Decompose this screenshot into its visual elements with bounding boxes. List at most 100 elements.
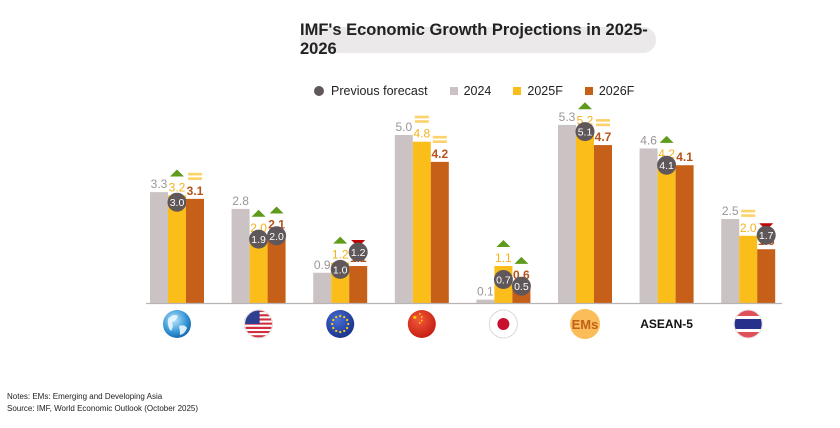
legend-label-2025f: 2025F bbox=[527, 84, 563, 98]
revised-up-icon bbox=[496, 240, 511, 248]
bar-ems-2026f bbox=[594, 145, 612, 303]
previous-forecast-marker-asean-5-2025f bbox=[657, 155, 677, 175]
legend-item-2026f: 2026F bbox=[584, 84, 635, 98]
revised-up-icon bbox=[251, 209, 266, 217]
previous-forecast-label-thailand-2026f: 1.7 bbox=[759, 230, 774, 242]
flag-stripe bbox=[244, 333, 272, 336]
bar-euro-area-2024 bbox=[313, 272, 332, 303]
previous-forecast-marker-euro-area-2026f bbox=[348, 242, 368, 262]
data-label-thailand-2025f: 2.0 bbox=[740, 221, 757, 235]
notes-line: Notes: EMs: Emerging and Developing Asia bbox=[7, 392, 163, 401]
bar-asean-5-2025f bbox=[657, 161, 676, 303]
flag-stripe bbox=[244, 329, 272, 331]
chart-notes: Notes: EMs: Emerging and Developing Asia… bbox=[7, 391, 198, 414]
unchanged-icon bbox=[741, 209, 756, 213]
us-flag-icon bbox=[244, 310, 272, 338]
unchanged-icon bbox=[741, 214, 756, 217]
china-star bbox=[412, 315, 418, 320]
data-label-world-2026f: 3.1 bbox=[187, 184, 204, 198]
bar-united-states-2024 bbox=[231, 208, 250, 303]
ems-badge-label: EMs bbox=[572, 317, 599, 332]
flag-stripe bbox=[244, 331, 272, 334]
previous-forecast-marker-euro-area-2025f bbox=[330, 259, 350, 279]
data-label-japan-2025f: 1.1 bbox=[495, 251, 512, 265]
data-label-world-2024: 3.3 bbox=[151, 177, 168, 191]
previous-forecast-label-asean-5-2025f: 4.1 bbox=[659, 160, 674, 172]
data-label-china-2025f: 4.8 bbox=[413, 127, 430, 141]
legend-swatch-2025f bbox=[513, 87, 522, 95]
china-small-star bbox=[420, 316, 423, 318]
previous-forecast-label-japan-2026f: 0.5 bbox=[514, 281, 529, 293]
legend-label-2026f: 2026F bbox=[598, 84, 635, 98]
bar-thailand-2026f bbox=[757, 249, 776, 303]
asean-5-label: ASEAN-5 bbox=[640, 317, 693, 331]
legend-swatch-2026f bbox=[584, 87, 593, 95]
legend-item-previous-forecast: Previous forecast bbox=[314, 84, 428, 98]
bar-world-2025f bbox=[168, 195, 186, 303]
china-flag-icon bbox=[407, 310, 436, 338]
eu-star bbox=[343, 315, 346, 319]
previous-forecast-label-ems-2025f: 5.1 bbox=[578, 127, 593, 139]
flag-rim bbox=[733, 309, 763, 339]
bar-thailand-2025f bbox=[739, 235, 758, 303]
data-label-china-2026f: 4.2 bbox=[431, 147, 448, 161]
eu-star bbox=[331, 322, 334, 326]
previous-forecast-marker-world-2025f bbox=[167, 192, 187, 212]
bar-china-2024 bbox=[394, 135, 413, 303]
bar-thailand-2024 bbox=[721, 219, 740, 303]
previous-forecast-label-united-states-2026f: 2.0 bbox=[269, 231, 284, 243]
eu-star bbox=[347, 322, 350, 326]
ems-badge bbox=[570, 309, 600, 339]
revised-up-icon bbox=[659, 135, 674, 143]
bar-japan-2024 bbox=[476, 299, 495, 303]
bar-asean-5-2026f bbox=[675, 165, 694, 303]
data-label-ems-2026f: 4.7 bbox=[595, 130, 612, 144]
chart-legend: Previous forecast 2024 2025F 2026F bbox=[314, 84, 656, 98]
flag-stripe bbox=[244, 326, 272, 329]
previous-forecast-marker-ems-2025f bbox=[575, 122, 595, 142]
bar-ems-2025f bbox=[576, 128, 594, 303]
eu-star bbox=[343, 329, 346, 333]
legend-item-2025f: 2025F bbox=[513, 84, 563, 98]
unchanged-icon bbox=[414, 115, 429, 119]
globe-icon bbox=[163, 310, 191, 338]
previous-forecast-label-euro-area-2025f: 1.0 bbox=[333, 264, 348, 276]
previous-forecast-marker-thailand-2026f bbox=[756, 225, 776, 245]
data-label-thailand-2024: 2.5 bbox=[722, 204, 739, 218]
revised-up-icon bbox=[170, 169, 184, 177]
eu-star bbox=[335, 315, 338, 319]
eu-star bbox=[339, 330, 342, 334]
bar-united-states-2026f bbox=[267, 232, 286, 303]
eu-star bbox=[332, 318, 335, 322]
bar-world-2024 bbox=[150, 192, 168, 303]
flag-stripe bbox=[244, 335, 272, 338]
previous-forecast-marker-japan-2025f bbox=[493, 269, 513, 289]
flag-rim bbox=[244, 309, 274, 339]
previous-forecast-marker-united-states-2025f bbox=[249, 229, 269, 249]
flag-red-top bbox=[734, 310, 762, 316]
legend-label-2024: 2024 bbox=[463, 84, 492, 98]
globe-continents bbox=[167, 315, 187, 335]
flag-stripe bbox=[244, 324, 272, 327]
bar-ems-2024 bbox=[558, 124, 576, 303]
unchanged-icon bbox=[414, 120, 429, 123]
data-label-china-2024: 5.0 bbox=[395, 120, 412, 134]
previous-forecast-label-japan-2025f: 0.7 bbox=[496, 274, 511, 286]
flag-blue bbox=[734, 319, 762, 329]
data-label-world-2025f: 3.2 bbox=[169, 180, 186, 194]
legend-label-previous-forecast: Previous forecast bbox=[331, 84, 428, 98]
data-label-japan-2024: 0.1 bbox=[477, 285, 494, 299]
revised-up-icon bbox=[333, 236, 348, 244]
china-small-star bbox=[418, 313, 421, 315]
thailand-flag-icon bbox=[734, 310, 762, 338]
eu-star bbox=[332, 326, 335, 330]
bar-china-2026f bbox=[430, 161, 449, 303]
previous-forecast-marker-icon bbox=[314, 86, 324, 96]
bar-world-2026f bbox=[186, 198, 204, 303]
data-label-asean-5-2026f: 4.1 bbox=[676, 150, 693, 164]
bars-layer: 3.33.23.03.12.82.01.92.12.00.91.21.01.11… bbox=[150, 102, 776, 303]
revised-up-icon bbox=[514, 256, 529, 264]
unchanged-icon bbox=[432, 135, 447, 139]
data-label-euro-area-2025f: 1.2 bbox=[332, 248, 349, 262]
eu-star bbox=[335, 329, 338, 333]
